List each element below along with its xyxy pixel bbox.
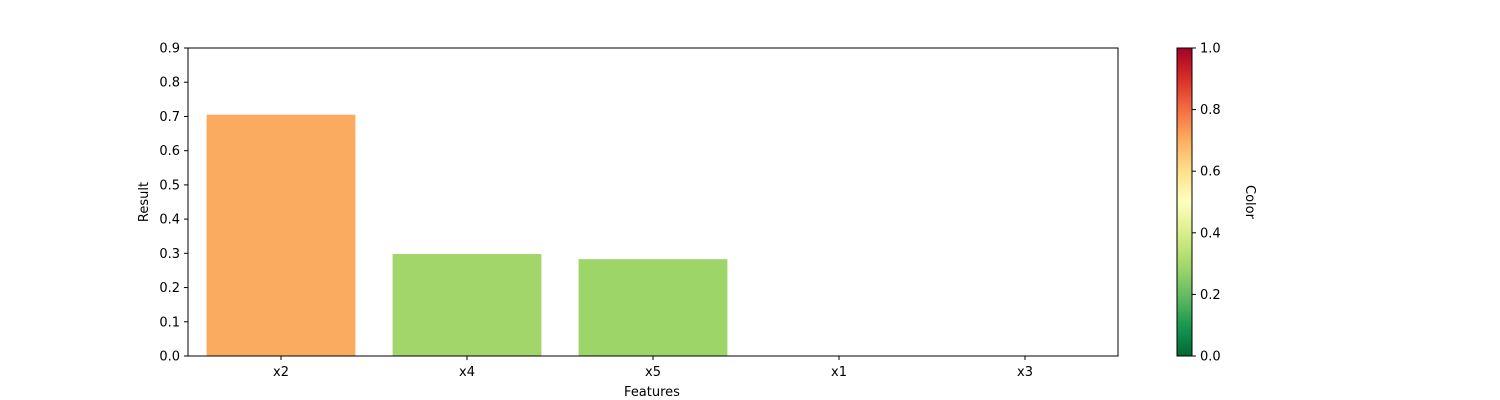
y-tick-label: 0.3 (159, 247, 180, 262)
x-tick-label: x5 (645, 365, 661, 380)
y-tick-label: 0.9 (159, 42, 180, 57)
plot-frame (187, 47, 1119, 357)
colorbar-tick-label: 1.0 (1200, 42, 1221, 57)
y-tick-label: 0.7 (159, 110, 180, 125)
x-tick-label: x1 (831, 365, 847, 380)
y-axis-label: Result (137, 182, 152, 222)
y-tick-label: 0.1 (159, 315, 180, 330)
bar-x4 (392, 254, 542, 356)
colorbar-tick-label: 0.6 (1200, 165, 1221, 180)
colorbar-tick-label: 0.2 (1200, 288, 1221, 303)
colorbar-label: Color (1242, 185, 1257, 220)
x-tick-label: x4 (459, 365, 475, 380)
x-tick-label: x2 (273, 365, 289, 380)
y-tick-label: 0.2 (159, 281, 180, 296)
colorbar: 0.0 0.2 0.4 0.6 0.8 1.0 (1176, 42, 1221, 365)
plot-area: x2 x4 x5 x1 x3 0.0 0.1 0.2 0.3 0.4 0.5 0.6 0.7 0.8 0.9 (159, 42, 1119, 380)
y-tick-label: 0.0 (159, 350, 180, 365)
colorbar-frame (1176, 47, 1193, 357)
x-tick-label: x3 (1017, 365, 1033, 380)
y-tick-label: 0.6 (159, 144, 180, 159)
bar-x5 (578, 259, 728, 356)
y-tick-label: 0.5 (159, 178, 180, 193)
colorbar-tick-label: 0.8 (1200, 103, 1221, 118)
y-tick-label: 0.4 (159, 213, 180, 228)
colorbar-tick-label: 0.4 (1200, 226, 1221, 241)
colorbar-tick-label: 0.0 (1200, 350, 1221, 365)
bar-x2 (206, 114, 356, 356)
colorbar-gradient (1177, 48, 1192, 356)
y-tick-label: 0.8 (159, 76, 180, 91)
x-axis-label: Features (624, 385, 680, 400)
